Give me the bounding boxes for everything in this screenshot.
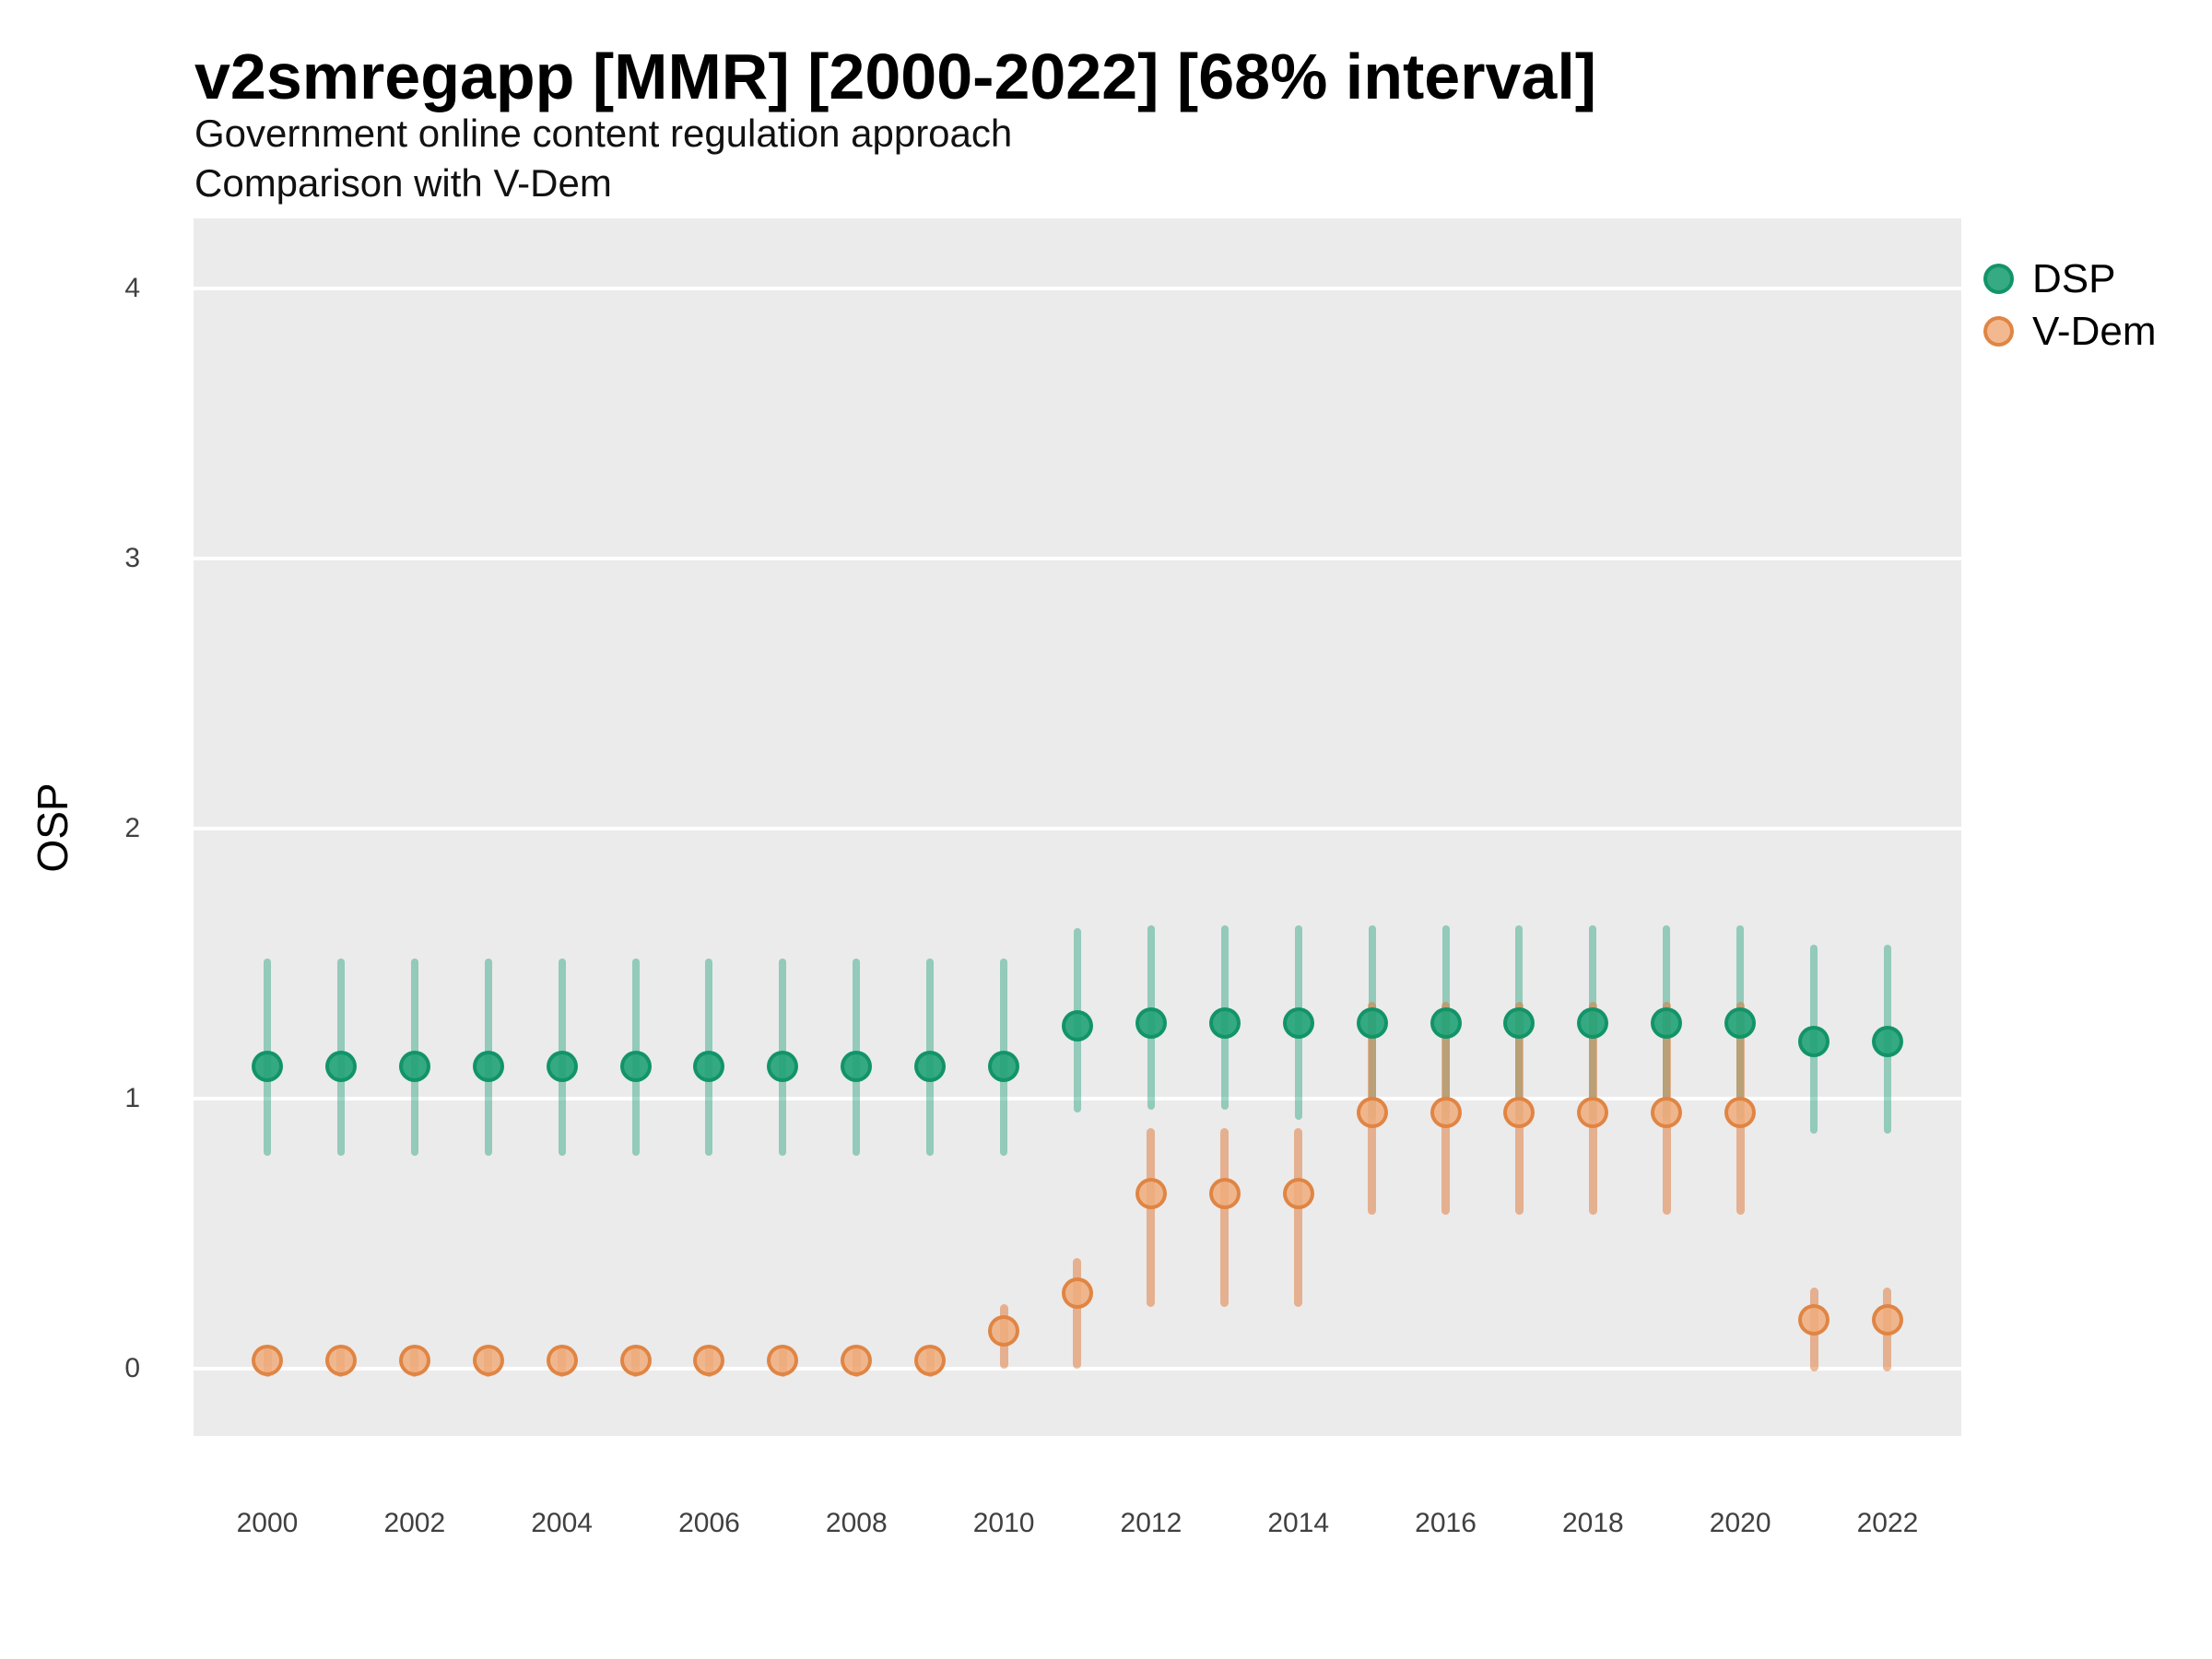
dsp-point-2016	[1430, 1006, 1462, 1039]
y-tick-label-1: 1	[124, 1083, 140, 1113]
x-tick-label-2000: 2000	[236, 1508, 299, 1538]
vdem-point-2012	[1135, 1177, 1167, 1209]
plot-panel	[194, 218, 1961, 1436]
x-tick-label-2012: 2012	[1120, 1508, 1182, 1538]
gridline-y-0	[194, 1367, 1961, 1371]
y-tick-label-0: 0	[124, 1353, 140, 1383]
vdem-point-2022	[1871, 1304, 1903, 1336]
vdem-point-2008	[841, 1345, 873, 1377]
dsp-point-2004	[546, 1050, 578, 1082]
gridline-y-3	[194, 557, 1961, 560]
chart-subtitle-line2: Comparison with V-Dem	[194, 161, 612, 205]
x-tick-label-2004: 2004	[531, 1508, 593, 1538]
dsp-point-2005	[619, 1050, 652, 1082]
dsp-point-2010	[988, 1050, 1020, 1082]
x-tick-label-2008: 2008	[825, 1508, 888, 1538]
dsp-point-2019	[1651, 1006, 1683, 1039]
vdem-interval-2014	[1294, 1128, 1303, 1307]
x-tick-label-2020: 2020	[1709, 1508, 1771, 1538]
x-tick-label-2016: 2016	[1415, 1508, 1477, 1538]
vdem-point-2010	[988, 1314, 1020, 1347]
y-tick-label-3: 3	[124, 543, 140, 573]
x-tick-label-2018: 2018	[1561, 1508, 1624, 1538]
dsp-point-2014	[1282, 1006, 1314, 1039]
vdem-point-2013	[1208, 1177, 1241, 1209]
vdem-point-2000	[252, 1345, 283, 1377]
dsp-point-2008	[841, 1050, 873, 1082]
dsp-point-2021	[1798, 1026, 1830, 1058]
vdem-point-2002	[398, 1345, 430, 1377]
vdem-interval-2011	[1073, 1257, 1082, 1369]
vdem-point-2019	[1651, 1096, 1683, 1128]
vdem-interval-2012	[1147, 1128, 1156, 1307]
legend-item-vdem: V-Dem	[1983, 305, 2156, 358]
vdem-point-2006	[693, 1345, 725, 1377]
vdem-legend-dot-icon	[1983, 316, 2014, 347]
vdem-point-2021	[1798, 1304, 1830, 1336]
legend-label-dsp: DSP	[2032, 255, 2116, 301]
dsp-point-2022	[1871, 1026, 1903, 1058]
x-tick-label-2002: 2002	[383, 1508, 446, 1538]
dsp-point-2006	[693, 1050, 725, 1082]
dsp-point-2012	[1135, 1006, 1167, 1039]
vdem-point-2001	[324, 1345, 357, 1377]
dsp-point-2009	[914, 1050, 947, 1082]
dsp-point-2018	[1577, 1006, 1609, 1039]
dsp-legend-dot-icon	[1983, 264, 2014, 294]
legend: DSP V-Dem	[1983, 253, 2156, 358]
vdem-point-2003	[472, 1345, 504, 1377]
dsp-point-2001	[324, 1050, 357, 1082]
vdem-point-2015	[1356, 1096, 1388, 1128]
vdem-point-2017	[1503, 1096, 1535, 1128]
vdem-point-2018	[1577, 1096, 1609, 1128]
dsp-point-2020	[1724, 1006, 1757, 1039]
vdem-point-2014	[1282, 1177, 1314, 1209]
dsp-point-2007	[767, 1050, 799, 1082]
vdem-point-2005	[619, 1345, 652, 1377]
x-tick-label-2010: 2010	[972, 1508, 1035, 1538]
dsp-point-2013	[1208, 1006, 1241, 1039]
dsp-point-2011	[1061, 1009, 1093, 1041]
dsp-point-2002	[398, 1050, 430, 1082]
vdem-point-2007	[767, 1345, 799, 1377]
y-tick-label-2: 2	[124, 813, 140, 843]
x-tick-label-2006: 2006	[678, 1508, 740, 1538]
x-tick-label-2022: 2022	[1856, 1508, 1919, 1538]
gridline-y-2	[194, 827, 1961, 830]
dsp-point-2015	[1356, 1006, 1388, 1039]
dsp-point-2003	[472, 1050, 504, 1082]
gridline-y-4	[194, 287, 1961, 290]
vdem-point-2009	[914, 1345, 947, 1377]
y-tick-label-4: 4	[124, 273, 140, 303]
dsp-point-2017	[1503, 1006, 1535, 1039]
legend-item-dsp: DSP	[1983, 253, 2156, 305]
vdem-point-2020	[1724, 1096, 1757, 1128]
x-tick-label-2014: 2014	[1267, 1508, 1330, 1538]
vdem-interval-2013	[1220, 1128, 1230, 1307]
vdem-point-2004	[546, 1345, 578, 1377]
vdem-point-2016	[1430, 1096, 1462, 1128]
gridline-y-1	[194, 1097, 1961, 1100]
legend-label-vdem: V-Dem	[2032, 308, 2157, 354]
chart-subtitle-line1: Government online content regulation app…	[194, 112, 1013, 155]
dsp-point-2000	[252, 1050, 283, 1082]
chart-title: v2smregapp [MMR] [2000-2022] [68% interv…	[194, 41, 1597, 112]
vdem-point-2011	[1061, 1277, 1093, 1309]
